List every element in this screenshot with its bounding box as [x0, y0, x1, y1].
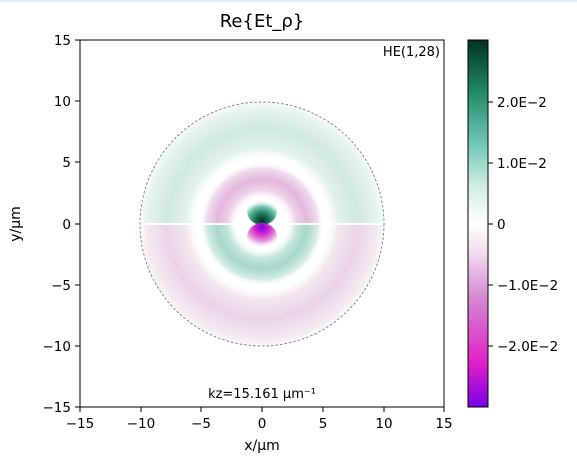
- y-tick-label: 5: [62, 155, 71, 171]
- colorbar-tick-label: −2.0E−2: [497, 339, 558, 355]
- y-tick-label: 0: [62, 217, 71, 233]
- y-tick-label: 15: [54, 33, 71, 49]
- y-tick-label: 10: [54, 94, 71, 110]
- ring-1-upper: [200, 162, 324, 223]
- x-tick-label: 5: [319, 416, 328, 432]
- colorbar-gradient: [467, 39, 489, 408]
- colorbar-tick-label: 0: [497, 217, 506, 233]
- y-tick-label: −10: [43, 339, 72, 355]
- x-tick-label: 0: [258, 416, 267, 432]
- colorbar-tick-label: −1.0E−2: [497, 278, 558, 294]
- x-axis-label: x/μm: [244, 438, 280, 454]
- core-boundary: [139, 101, 385, 347]
- x-tick-label: 15: [435, 416, 452, 432]
- colorbar-tick-label: 2.0E−2: [497, 95, 547, 111]
- y-axis-label: y/μm: [8, 206, 24, 242]
- field-map: [139, 101, 385, 347]
- mode-label: HE(1,28): [383, 45, 440, 60]
- chart-title: Re{Et_ρ}: [220, 11, 305, 32]
- x-axis: −15 −10 −5 0 5 10 15 x/μm: [66, 407, 453, 454]
- ring-1-lower: [200, 225, 324, 286]
- x-tick-label: −10: [127, 416, 156, 432]
- x-tick-label: 10: [375, 416, 392, 432]
- kz-label: kz=15.161 μm⁻¹: [208, 387, 316, 402]
- y-tick-label: −5: [51, 278, 71, 294]
- colorbar-tick-label: 1.0E−2: [497, 156, 547, 172]
- upper-center-lobe: [247, 197, 277, 225]
- colorbar: 2.0E−2 1.0E−2 0 −1.0E−2 −2.0E−2: [467, 39, 558, 408]
- lower-center-lobe: [247, 223, 277, 251]
- x-tick-label: −15: [66, 416, 95, 432]
- y-tick-label: −15: [43, 400, 72, 416]
- y-axis: 15 10 5 0 −5 −10 −15 y/μm: [8, 33, 80, 416]
- x-tick-label: −5: [191, 416, 211, 432]
- window-top-edge: [0, 0, 577, 2]
